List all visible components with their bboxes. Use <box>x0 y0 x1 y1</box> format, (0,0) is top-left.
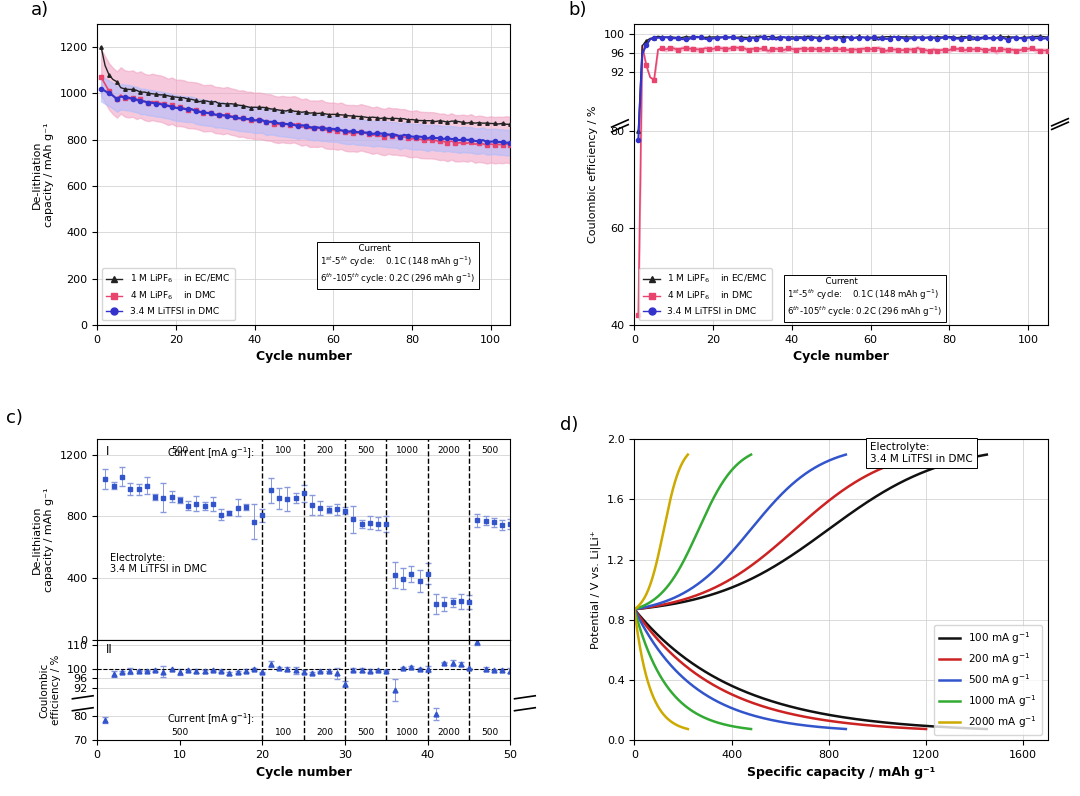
Legend: 1 M LiPF$_6$    in EC/EMC, 4 M LiPF$_6$    in DMC, 3.4 M LiTFSI in DMC: 1 M LiPF$_6$ in EC/EMC, 4 M LiPF$_6$ in … <box>639 268 772 320</box>
X-axis label: Cycle number: Cycle number <box>256 766 352 778</box>
Text: 2000: 2000 <box>437 447 460 455</box>
Y-axis label: De-lithiation
capacity / mAh g⁻¹: De-lithiation capacity / mAh g⁻¹ <box>32 487 54 592</box>
Text: 500: 500 <box>481 728 498 736</box>
Text: c): c) <box>6 409 23 427</box>
Text: 200: 200 <box>316 728 333 736</box>
Text: Electrolyte:
3.4 M LiTFSI in DMC: Electrolyte: 3.4 M LiTFSI in DMC <box>109 553 206 575</box>
Text: 500: 500 <box>172 728 189 736</box>
Text: 200: 200 <box>316 447 333 455</box>
Text: 500: 500 <box>357 728 375 736</box>
Text: d): d) <box>561 416 579 435</box>
Y-axis label: Coulombic
efficiency / %: Coulombic efficiency / % <box>39 655 60 725</box>
Text: a): a) <box>31 1 50 19</box>
Text: 1000: 1000 <box>395 728 419 736</box>
Text: 500: 500 <box>357 447 375 455</box>
X-axis label: Specific capacity / mAh g⁻¹: Specific capacity / mAh g⁻¹ <box>747 766 935 778</box>
Text: 100: 100 <box>274 728 292 736</box>
Text: I: I <box>106 445 109 458</box>
Y-axis label: Coulombic efficiency / %: Coulombic efficiency / % <box>589 106 598 243</box>
Text: b): b) <box>568 1 586 19</box>
Text: Current
1$^{st}$-5$^{th}$ cycle:    0.1C (148 mAh g$^{-1}$)
6$^{th}$-105$^{th}$ : Current 1$^{st}$-5$^{th}$ cycle: 0.1C (1… <box>321 244 475 286</box>
Text: 500: 500 <box>172 447 189 455</box>
Text: Current [mA g$^{-1}$]:: Current [mA g$^{-1}$]: <box>167 712 255 728</box>
Text: 1000: 1000 <box>395 447 419 455</box>
Text: II: II <box>106 643 112 656</box>
Y-axis label: Potential / V vs. Li|Li⁺: Potential / V vs. Li|Li⁺ <box>591 530 602 649</box>
X-axis label: Cycle number: Cycle number <box>256 350 352 363</box>
Legend: 100 mA g$^{-1}$, 200 mA g$^{-1}$, 500 mA g$^{-1}$, 1000 mA g$^{-1}$, 2000 mA g$^: 100 mA g$^{-1}$, 200 mA g$^{-1}$, 500 mA… <box>934 625 1042 735</box>
X-axis label: Cycle number: Cycle number <box>793 350 889 363</box>
Text: Electrolyte:
3.4 M LiTFSI in DMC: Electrolyte: 3.4 M LiTFSI in DMC <box>869 443 973 464</box>
Y-axis label: De-lithiation
capacity / mAh g⁻¹: De-lithiation capacity / mAh g⁻¹ <box>32 122 54 227</box>
Legend: 1 M LiPF$_6$    in EC/EMC, 4 M LiPF$_6$    in DMC, 3.4 M LiTFSI in DMC: 1 M LiPF$_6$ in EC/EMC, 4 M LiPF$_6$ in … <box>102 268 234 320</box>
Text: Current
1$^{st}$-5$^{th}$ cycle:    0.1C (148 mAh g$^{-1}$)
6$^{th}$-105$^{th}$ : Current 1$^{st}$-5$^{th}$ cycle: 0.1C (1… <box>787 277 942 319</box>
Text: 100: 100 <box>274 447 292 455</box>
Text: 2000: 2000 <box>437 728 460 736</box>
Text: 500: 500 <box>481 447 498 455</box>
Text: Current [mA g$^{-1}$]:: Current [mA g$^{-1}$]: <box>167 445 255 461</box>
